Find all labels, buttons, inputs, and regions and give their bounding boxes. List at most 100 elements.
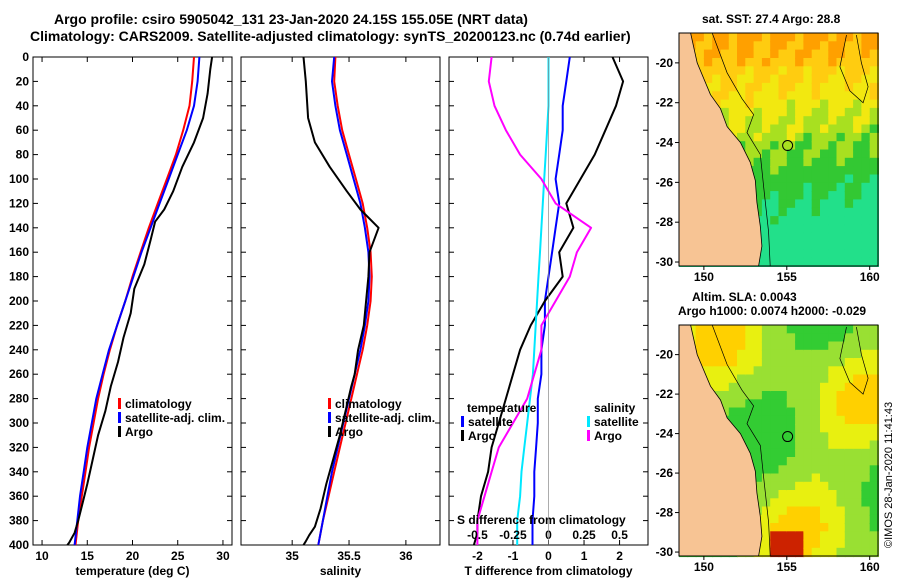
map-cell [703, 325, 714, 335]
map-cell [778, 407, 788, 417]
map-cell [836, 374, 846, 384]
map-cell [695, 325, 705, 335]
map-cell [786, 132, 797, 143]
map-cell [869, 424, 879, 434]
map-cell [820, 116, 830, 126]
map-cell [844, 448, 855, 459]
map-cell [712, 366, 722, 376]
map-cell [811, 249, 821, 259]
map-cell [836, 514, 846, 525]
map-cell [761, 99, 772, 109]
map-cell [786, 366, 797, 376]
map-cell [712, 74, 722, 84]
map-cell [786, 498, 797, 508]
map-cell [786, 241, 797, 251]
map-cell [761, 66, 772, 76]
map-cell [811, 391, 821, 401]
map-cell [811, 41, 821, 51]
map-cell [820, 132, 830, 143]
map-cell [861, 473, 871, 483]
legend-label: climatology [125, 397, 192, 411]
map-cell [770, 74, 780, 84]
map-cell [770, 440, 780, 450]
map-cell [844, 107, 855, 118]
map-cell [745, 391, 755, 401]
map-cell [737, 333, 747, 343]
map-cell [803, 207, 813, 218]
map-cell [720, 74, 730, 84]
map-cell [836, 333, 846, 343]
map-cell [869, 448, 879, 459]
map-cell [728, 325, 739, 335]
map-cell [795, 539, 805, 549]
map-cell [836, 66, 846, 76]
map-cell [869, 539, 879, 549]
map-cell [778, 199, 788, 209]
map-cell [828, 547, 838, 558]
map-cell [861, 141, 871, 151]
map-cell [770, 116, 780, 126]
map-cell [844, 257, 855, 267]
map-cell [828, 82, 838, 93]
map-cell [853, 531, 863, 541]
map-frame [678, 32, 879, 267]
map-cell [811, 440, 821, 450]
map-cell [795, 49, 805, 59]
map-cell [861, 382, 871, 393]
map-cell [786, 49, 797, 59]
map-cell [828, 325, 838, 335]
map-cell [753, 124, 763, 134]
map-cell [770, 174, 780, 184]
map-cell [770, 166, 780, 176]
map-cell [861, 166, 871, 176]
map-cell [728, 82, 739, 93]
map-cell [761, 391, 772, 401]
y-tick-label: 340 [9, 465, 29, 479]
map-cell [820, 241, 830, 251]
map-cell [836, 257, 846, 267]
y-tick-label: 40 [16, 99, 30, 113]
map-cell [720, 333, 730, 343]
map-cell [761, 490, 772, 500]
map-cell [786, 547, 797, 558]
map-cell [737, 374, 747, 384]
y-tick-label: 400 [9, 538, 29, 552]
map-cell [836, 481, 846, 492]
map-cell [828, 514, 838, 525]
map-cell [761, 241, 772, 251]
map-cell [828, 481, 838, 492]
map-cell [745, 49, 755, 59]
map-cell [745, 116, 755, 126]
map-cell [786, 74, 797, 84]
map-cell [770, 58, 780, 68]
map-cell [795, 490, 805, 500]
map-cell [786, 99, 797, 109]
map-cell [737, 358, 747, 368]
map-cell [778, 174, 788, 184]
map-cell [853, 257, 863, 267]
map-cell [795, 41, 805, 51]
x-tick-label: 35 [285, 549, 299, 563]
sla-map-panel: -20 -22 -24 -26 -28 -30 150 155 160 [656, 324, 880, 574]
map-cell [795, 366, 805, 376]
map-cell [820, 216, 830, 226]
map-cell [844, 207, 855, 218]
map-cell [795, 99, 805, 109]
map-cell [761, 448, 772, 459]
legend-swatch [328, 426, 331, 437]
map-cell [869, 399, 879, 409]
map-cell [703, 333, 714, 343]
map-cell [844, 82, 855, 93]
map-cell [861, 457, 871, 467]
map-cell [803, 41, 813, 51]
map-cell [869, 490, 879, 500]
map-cell [770, 473, 780, 483]
map-cell [811, 539, 821, 549]
map-cell [828, 224, 838, 234]
map-cell [869, 349, 879, 360]
map-cell [811, 157, 821, 168]
map-cell [778, 82, 788, 93]
map-cell [836, 473, 846, 483]
map-cell [861, 91, 871, 101]
map-cell [786, 33, 797, 43]
